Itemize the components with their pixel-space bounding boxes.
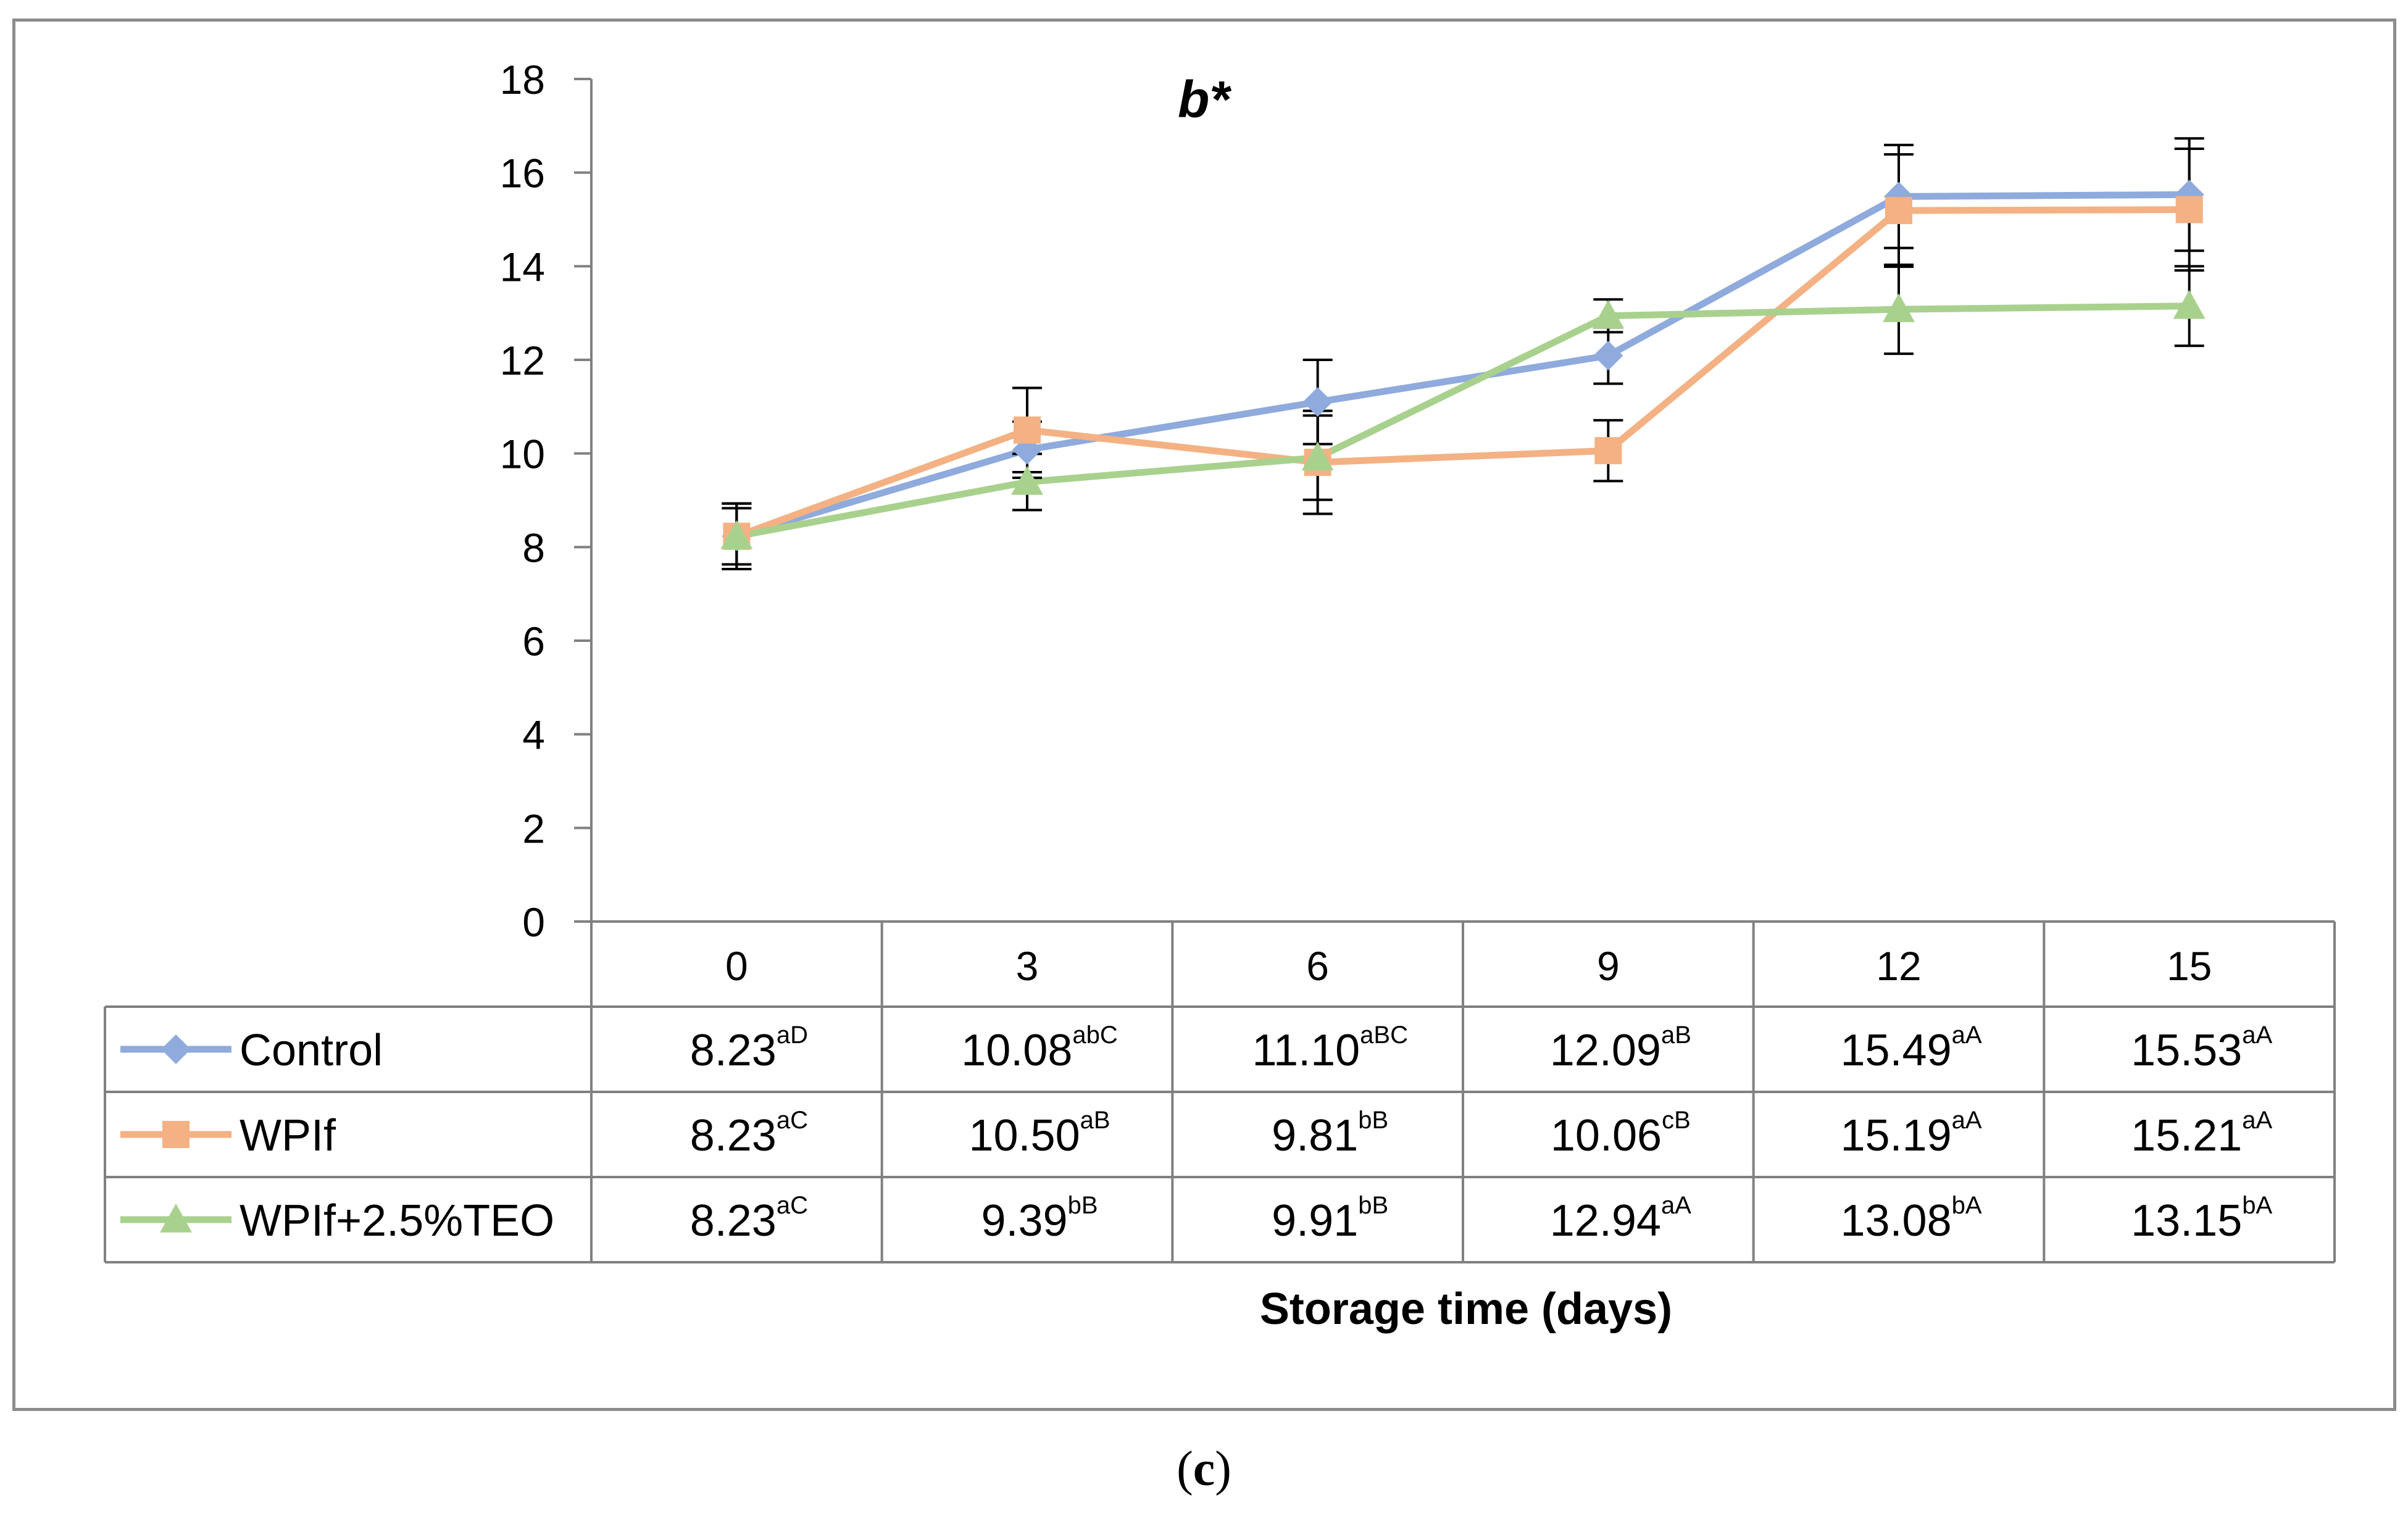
table-cell-value: 15.21aA [2131,1107,2272,1160]
x-tick-label: 15 [2167,943,2212,989]
y-tick-label: 8 [522,525,545,570]
legend-key-marker [160,1204,192,1233]
y-tick-label: 4 [522,712,545,758]
table-cell-value: 9.91bB [1272,1192,1388,1246]
series-line-3 [736,302,2189,540]
data-point-3 [720,520,753,549]
y-tick-label: 2 [522,805,545,851]
data-point-1 [1302,387,1333,417]
y-tick-label: 6 [522,618,545,664]
table-cell-value: 15.19aA [1840,1107,1981,1160]
y-tick-label: 18 [500,57,545,102]
chart-frame [12,19,2396,1411]
table-cell-value: 10.50aB [969,1107,1110,1160]
x-tick-label: 6 [1306,943,1329,989]
table-cell-value: 13.08bA [1840,1192,1981,1246]
y-tick-label: 14 [500,244,545,289]
y-tick-label: 12 [500,338,545,383]
table-cell-value: 13.15bA [2131,1192,2272,1246]
table-cell-value: 15.49aA [1840,1022,1981,1075]
legend-label: WPIf [240,1111,336,1160]
y-tick-label: 0 [522,899,545,945]
data-point-3 [2173,289,2206,319]
table-cell-value: 12.09aB [1550,1022,1691,1075]
chart-title: b* [1178,70,1231,128]
x-tick-label: 12 [1876,943,1921,989]
data-point-3 [1883,293,1915,322]
legend-key-marker [161,1034,191,1064]
table-cell-value: 9.39bB [981,1192,1098,1246]
caption-open: ( [1177,1442,1193,1496]
data-point-3 [1301,441,1334,471]
x-tick-label: 3 [1016,943,1039,989]
x-tick-label: 0 [725,943,748,989]
series-line-2 [735,206,2189,540]
legend-key-marker [162,1121,190,1148]
data-point-1 [1593,341,1623,371]
line-chart: b* 0 2 4 6 8 10 12 14 16 18 0 3 6 9 12 15 Control 8.23aD 10… [104,57,2336,1334]
table-cell-value: 12.94aA [1550,1192,1691,1246]
y-tick-label: 10 [500,431,545,477]
legend-label: Control [240,1026,383,1075]
table-cell-value: 8.23aD [690,1022,808,1075]
data-point-2 [1014,416,1041,444]
x-axis-label: Storage time (days) [1260,1284,1672,1334]
legend-label: WPIf+2.5%TEO [240,1196,554,1246]
table-cell-value: 10.06cB [1551,1107,1691,1160]
data-point-3 [1011,465,1043,495]
table-cell-value: 9.81bB [1272,1107,1388,1160]
caption-letter: c [1193,1442,1215,1496]
data-point-3 [1592,299,1625,329]
table-cell-value: 8.23aC [690,1192,808,1246]
table-cell-value: 11.10aBC [1252,1022,1408,1075]
table-cell-value: 8.23aC [690,1107,808,1160]
data-point-2 [1885,197,1912,225]
data-point-2 [1594,437,1622,465]
figure-caption: (c) [0,1441,2408,1497]
table-cell-value: 10.08abC [961,1022,1118,1075]
caption-close: ) [1215,1442,1231,1496]
data-point-2 [2175,196,2203,223]
series-line-1 [735,191,2189,540]
x-tick-label: 9 [1597,943,1620,989]
y-tick-label: 16 [500,151,545,196]
table-cell-value: 15.53aA [2131,1022,2272,1075]
